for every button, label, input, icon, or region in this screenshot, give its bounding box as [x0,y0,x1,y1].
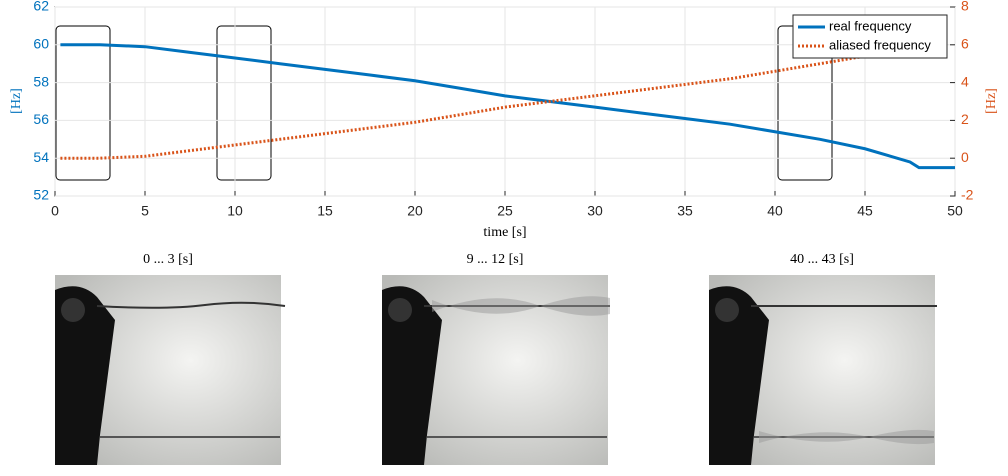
device [382,286,442,465]
string [96,301,286,309]
pulley [388,298,412,322]
legend-label: aliased frequency [829,37,931,52]
pulley [61,298,85,322]
y2-axis-label: [Hz] [984,88,999,114]
highlight-box [216,25,272,181]
blur [759,429,934,445]
y2-tick-label: -2 [961,187,974,203]
y-tick-label: 58 [33,73,49,89]
y2-tick-label: 6 [961,36,969,52]
y-tick-label: 54 [33,149,49,165]
y2-tick-label: 0 [961,149,969,165]
x-tick-label: 0 [51,203,59,219]
x-tick-label: 40 [767,203,783,219]
blur [432,296,610,316]
x-tick-label: 10 [227,203,243,219]
x-tick-label: 50 [947,203,963,219]
panel-title: 0 ... 3 [s] [143,252,193,267]
x-tick-label: 30 [587,203,603,219]
x-axis-label: time [s] [483,225,526,240]
y-tick-label: 52 [33,187,49,203]
x-tick-label: 35 [677,203,693,219]
legend-box [792,14,948,59]
pulley [715,298,739,322]
x-tick-label: 5 [141,203,149,219]
y2-tick-label: 2 [961,111,969,127]
panel-title: 40 ... 43 [s] [790,252,854,267]
x-tick-label: 20 [407,203,423,219]
data-line [60,54,866,160]
y-tick-label: 56 [33,111,49,127]
y-axis-label: [Hz] [9,88,24,114]
device [55,286,115,465]
legend-label: real frequency [829,18,912,33]
data-line [60,43,955,170]
highlight-box [55,25,111,181]
y2-tick-label: 8 [961,0,969,14]
x-tick-label: 45 [857,203,873,219]
x-tick-label: 15 [317,203,333,219]
device [709,286,769,465]
y2-tick-label: 4 [961,73,969,89]
x-tick-label: 25 [497,203,513,219]
y-tick-label: 60 [33,36,49,52]
y-tick-label: 62 [33,0,49,14]
panel-title: 9 ... 12 [s] [467,252,524,267]
